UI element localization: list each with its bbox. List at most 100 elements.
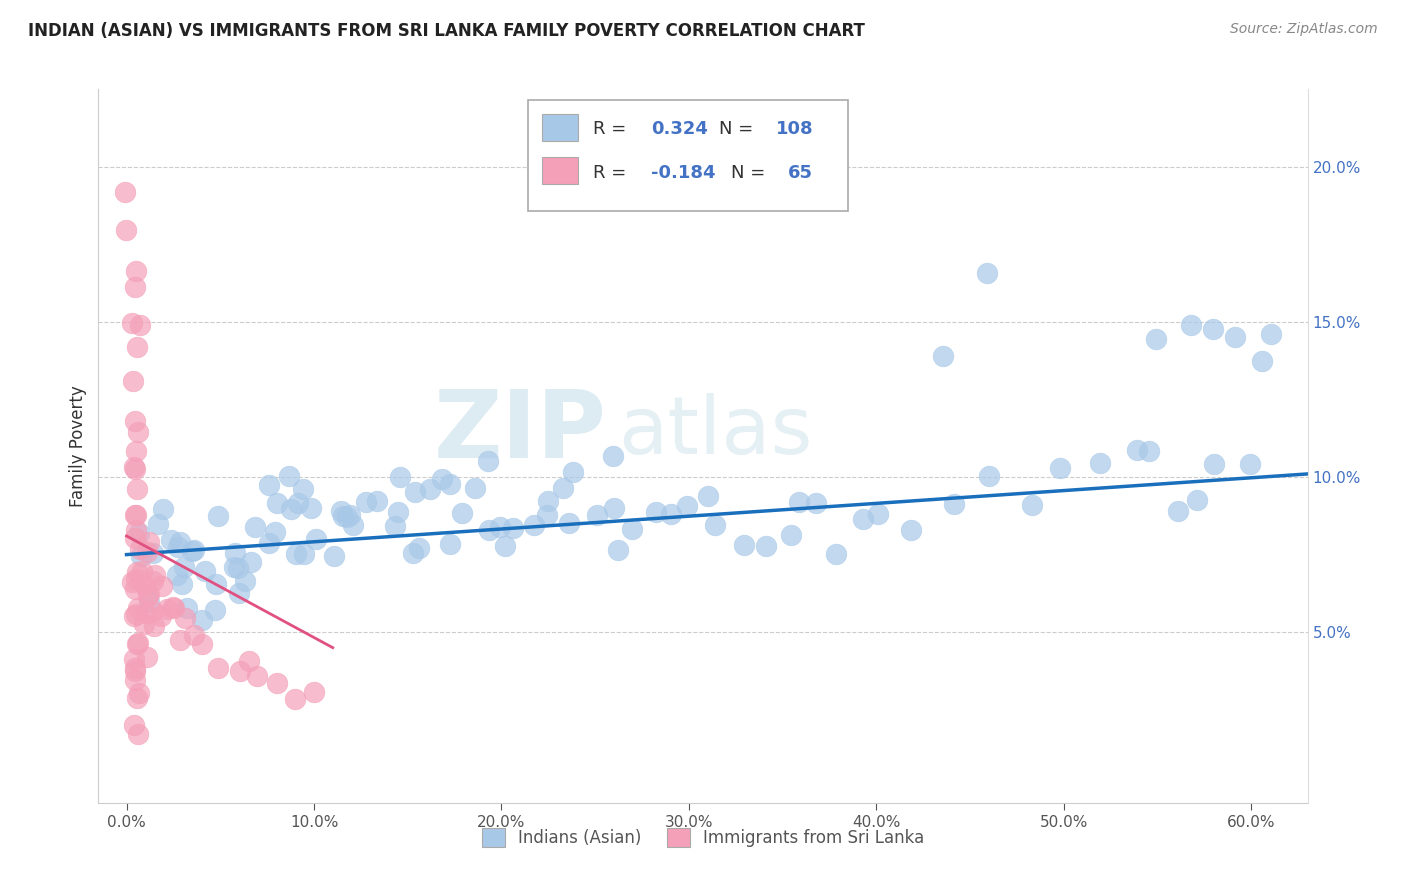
Point: [733, 538, 755, 552]
Point: [976, 266, 998, 280]
Point: [180, 543, 202, 558]
Text: INDIAN (ASIAN) VS IMMIGRANTS FROM SRI LANKA FAMILY POVERTY CORRELATION CHART: INDIAN (ASIAN) VS IMMIGRANTS FROM SRI LA…: [28, 22, 865, 40]
Point: [430, 472, 453, 486]
Point: [132, 617, 155, 632]
Point: [207, 661, 229, 675]
Point: [659, 507, 682, 521]
Point: [464, 481, 486, 495]
Point: [243, 520, 266, 534]
Point: [134, 578, 156, 592]
Point: [932, 349, 955, 363]
FancyBboxPatch shape: [527, 100, 848, 211]
Point: [240, 555, 263, 569]
Text: 0.324: 0.324: [651, 120, 707, 138]
Point: [127, 565, 149, 579]
Point: [156, 602, 179, 616]
Point: [607, 543, 630, 558]
Y-axis label: Family Poverty: Family Poverty: [69, 385, 87, 507]
Point: [124, 661, 146, 675]
Text: R =: R =: [593, 120, 631, 138]
Bar: [543, 157, 578, 184]
Point: [704, 518, 727, 533]
Point: [278, 468, 301, 483]
Point: [266, 496, 288, 510]
Point: [166, 540, 188, 554]
Point: [229, 664, 252, 678]
Point: [676, 499, 699, 513]
Point: [1251, 353, 1274, 368]
Point: [190, 637, 212, 651]
Point: [163, 600, 186, 615]
Point: [125, 443, 148, 458]
Point: [194, 564, 217, 578]
Point: [226, 560, 249, 574]
Point: [127, 635, 149, 649]
Point: [124, 608, 146, 623]
Point: [259, 536, 281, 550]
Point: [166, 567, 188, 582]
Point: [322, 549, 344, 564]
Point: [162, 600, 184, 615]
Point: [146, 517, 169, 532]
Point: [138, 587, 160, 601]
Point: [183, 628, 205, 642]
Point: [124, 462, 146, 476]
Point: [124, 280, 146, 294]
Point: [1202, 322, 1225, 336]
Point: [173, 560, 195, 574]
Point: [127, 341, 149, 355]
Point: [387, 505, 409, 519]
Point: [124, 673, 146, 688]
Point: [127, 727, 149, 741]
Point: [1239, 457, 1261, 471]
Point: [1180, 318, 1202, 332]
Point: [523, 518, 546, 533]
Point: [603, 501, 626, 516]
Point: [127, 600, 149, 615]
Bar: [543, 114, 578, 141]
Point: [122, 718, 145, 732]
Point: [502, 521, 524, 535]
Point: [138, 595, 160, 609]
Point: [142, 604, 165, 618]
Point: [114, 185, 136, 199]
Text: -0.184: -0.184: [651, 164, 716, 182]
Point: [122, 652, 145, 666]
Text: atlas: atlas: [619, 392, 813, 471]
Point: [285, 547, 308, 561]
Point: [302, 685, 325, 699]
Point: [143, 567, 166, 582]
Point: [122, 460, 145, 475]
Text: 65: 65: [787, 164, 813, 182]
Point: [150, 609, 173, 624]
Point: [142, 546, 165, 560]
Point: [129, 549, 152, 564]
Point: [207, 508, 229, 523]
Point: [477, 454, 499, 468]
Point: [159, 533, 181, 547]
Point: [305, 532, 328, 546]
Point: [263, 524, 285, 539]
Point: [780, 527, 803, 541]
Point: [224, 546, 246, 560]
Point: [408, 541, 430, 555]
Point: [222, 560, 245, 574]
Point: [150, 579, 173, 593]
Point: [451, 506, 474, 520]
Point: [419, 482, 441, 496]
Point: [121, 316, 143, 330]
Point: [645, 505, 668, 519]
Point: [1125, 443, 1147, 458]
Point: [124, 508, 146, 522]
Point: [246, 669, 269, 683]
Point: [125, 523, 148, 537]
Point: [494, 539, 516, 553]
Text: N =: N =: [731, 164, 770, 182]
Point: [174, 611, 197, 625]
Point: [1202, 457, 1225, 471]
Point: [852, 512, 875, 526]
Point: [804, 496, 827, 510]
Point: [336, 510, 359, 524]
Point: [125, 637, 148, 651]
Point: [389, 470, 412, 484]
